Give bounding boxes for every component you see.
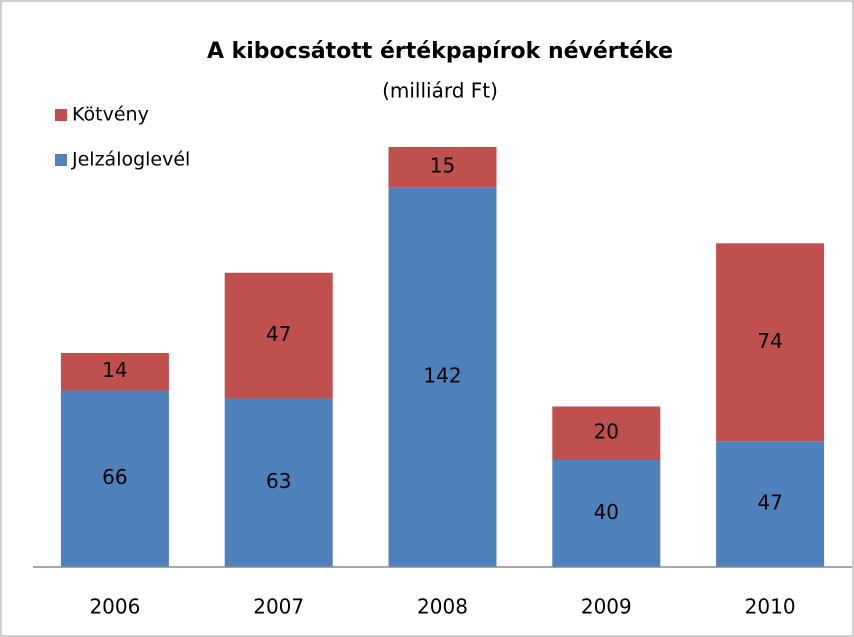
bar-segment (224, 398, 333, 567)
x-tick-label: 2009 (581, 595, 632, 619)
bar-segment (716, 243, 825, 442)
data-label: 47 (266, 322, 291, 346)
x-tick-label: 2007 (253, 595, 304, 619)
bar-segment (60, 352, 169, 391)
legend-label: Jelzáloglevél (71, 149, 190, 171)
data-label: 74 (757, 329, 782, 353)
x-tick-label: 2010 (745, 595, 796, 619)
data-label: 40 (594, 500, 619, 524)
legend-label: Kötvény (72, 104, 149, 126)
bar-segment (388, 147, 497, 188)
data-label: 63 (266, 469, 291, 493)
bar-segment (60, 390, 169, 567)
legend-swatch (55, 109, 67, 121)
data-label: 15 (430, 154, 455, 178)
data-label: 66 (102, 465, 127, 489)
chart-title: A kibocsátott értékpapírok névértéke (207, 39, 673, 64)
bar-segment (552, 406, 661, 460)
bar-segment (224, 272, 333, 399)
bar-segment (388, 187, 497, 568)
data-label: 142 (423, 364, 461, 388)
x-tick-label: 2006 (89, 595, 140, 619)
x-tick-label: 2008 (417, 595, 468, 619)
legend-swatch (55, 154, 67, 166)
data-label: 47 (757, 491, 782, 515)
data-label: 20 (594, 420, 619, 444)
chart-subtitle: (milliárd Ft) (382, 79, 498, 103)
bar-segment (552, 459, 661, 567)
bar-segment (716, 441, 825, 567)
data-label: 14 (102, 358, 127, 382)
